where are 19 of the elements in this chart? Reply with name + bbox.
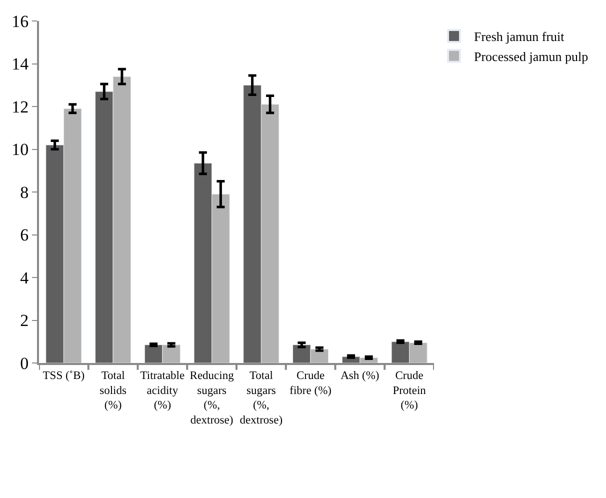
x-tick-label: Titratable acidity (%) — [140, 370, 185, 412]
y-tick-label: 6 — [20, 226, 29, 245]
y-tick-label: 12 — [12, 97, 29, 116]
y-tick-label: 14 — [12, 54, 30, 74]
x-tick-label: Total solids (%) — [100, 370, 128, 412]
x-tick-label: Total sugars (%, dextrose) — [240, 370, 283, 427]
y-tick-label: 10 — [12, 140, 29, 160]
legend-label: Fresh jamun fruit — [474, 29, 565, 44]
x-tick-label: TSS (˚B) — [42, 370, 85, 382]
y-tick-label: 2 — [20, 311, 29, 330]
x-tick-label: Crude Protein (%) — [392, 370, 426, 412]
y-tick-label: 16 — [12, 12, 29, 31]
y-tick-label: 8 — [20, 182, 29, 202]
x-tick-label: Ash (%) — [340, 370, 380, 382]
x-tick-label: Reducing sugars (%, dextrose) — [190, 370, 234, 427]
x-tick-label: Crude fibre (%) — [290, 370, 332, 397]
y-tick-label: 4 — [20, 268, 30, 288]
legend-label: Processed jamun pulp — [474, 48, 588, 64]
y-tick-label: 0 — [20, 354, 29, 373]
